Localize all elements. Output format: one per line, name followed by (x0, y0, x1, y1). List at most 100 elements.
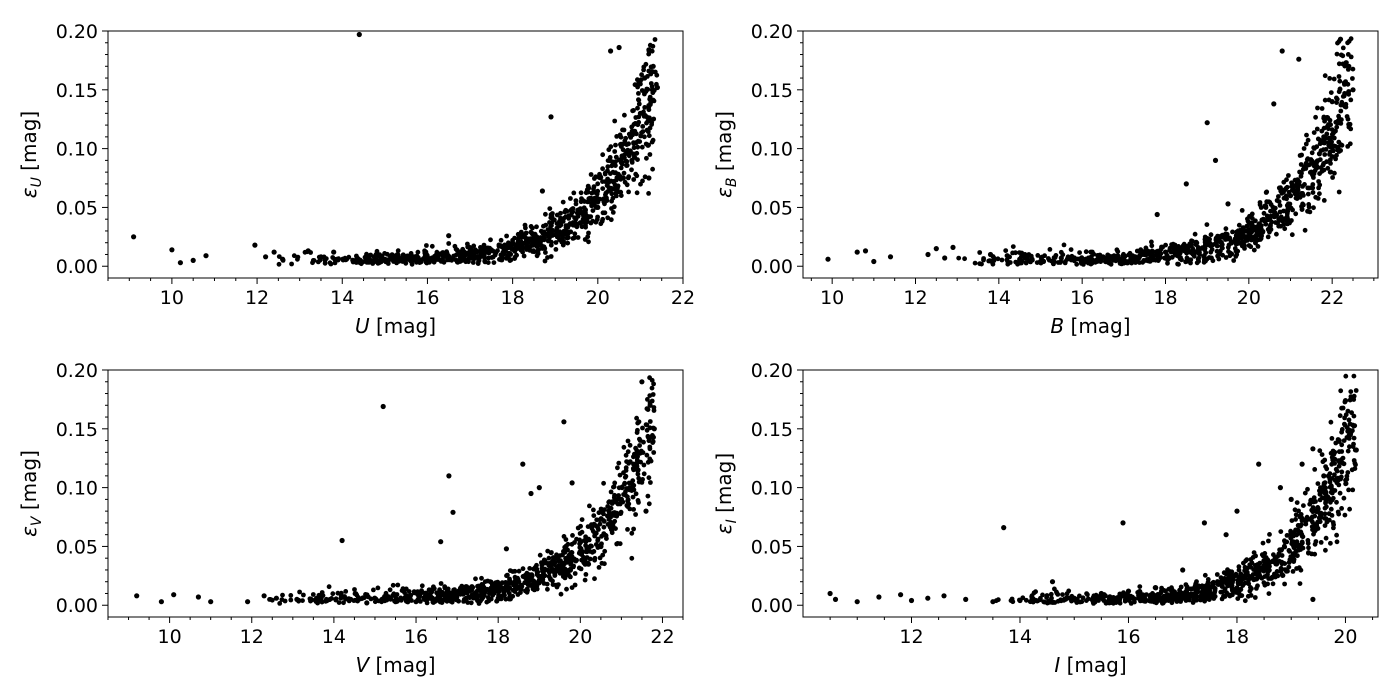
data-point (618, 176, 624, 182)
data-point (1260, 553, 1266, 559)
y-tick-label: 0.05 (751, 197, 793, 219)
data-point (1212, 241, 1218, 247)
data-point (1279, 48, 1285, 54)
data-point (348, 596, 354, 602)
data-point (1115, 249, 1121, 255)
data-point (301, 592, 306, 598)
data-point (641, 471, 647, 477)
data-point (1299, 461, 1305, 467)
data-point (591, 513, 597, 518)
data-point (565, 240, 571, 246)
data-point (1255, 244, 1261, 249)
data-point (1296, 547, 1301, 553)
data-point (510, 237, 515, 243)
data-point (636, 97, 642, 103)
data-point (1230, 229, 1235, 235)
data-point (177, 260, 183, 266)
data-point (598, 221, 604, 227)
data-point (1247, 588, 1253, 594)
data-point (1149, 239, 1154, 245)
data-point (1324, 159, 1329, 165)
data-point (977, 250, 983, 255)
data-point (552, 572, 558, 578)
data-point (407, 596, 413, 602)
data-point (1322, 97, 1328, 103)
data-point (1243, 234, 1249, 239)
data-point (507, 576, 512, 582)
data-point (1248, 593, 1254, 598)
data-point (1328, 499, 1333, 505)
data-point (1336, 463, 1342, 469)
data-point (1270, 581, 1276, 587)
data-point (580, 219, 586, 225)
data-point (470, 260, 476, 265)
data-point (1334, 468, 1340, 474)
data-point (617, 501, 623, 507)
data-point (1237, 233, 1243, 238)
data-point (1334, 124, 1340, 130)
data-point (1312, 551, 1318, 557)
x-tick-label: 18 (1225, 626, 1249, 648)
data-point (588, 220, 594, 226)
data-point (1088, 261, 1094, 267)
data-point (1315, 519, 1320, 525)
data-point (541, 237, 547, 243)
data-point (1225, 567, 1230, 573)
data-point (131, 234, 137, 240)
data-point (1350, 76, 1355, 81)
data-point (609, 206, 614, 211)
data-point (453, 597, 459, 603)
data-point (589, 524, 595, 529)
data-point (1064, 591, 1070, 596)
data-point (328, 261, 334, 267)
data-point (612, 510, 617, 515)
data-point (596, 565, 602, 570)
data-point (1034, 260, 1040, 265)
data-point (512, 256, 517, 261)
data-point (1311, 130, 1317, 136)
data-point (639, 379, 645, 385)
data-point (430, 595, 436, 601)
data-point (431, 600, 436, 605)
x-tick-label: 16 (1070, 287, 1094, 309)
data-point (1249, 229, 1255, 235)
data-point (315, 600, 320, 606)
data-point (1001, 525, 1007, 531)
data-point (1234, 508, 1240, 514)
data-point (506, 240, 511, 246)
data-point (618, 511, 624, 516)
data-point (1233, 233, 1239, 238)
data-point (1334, 95, 1339, 101)
data-point (648, 480, 653, 485)
data-point (1328, 135, 1333, 141)
data-point (1136, 589, 1142, 595)
data-point (528, 490, 534, 497)
x-tick-label: 12 (245, 287, 269, 309)
data-point (1307, 162, 1313, 167)
data-point (631, 108, 636, 113)
data-point (1284, 214, 1290, 219)
data-point (530, 581, 535, 587)
data-point (595, 545, 601, 550)
data-point (616, 460, 622, 466)
data-point (618, 144, 624, 149)
data-point (1276, 216, 1281, 222)
data-point (635, 144, 641, 150)
data-point (641, 112, 647, 118)
data-point (573, 223, 579, 229)
data-point (352, 587, 357, 592)
data-point (579, 517, 585, 522)
data-point (1235, 237, 1241, 243)
data-point (1120, 520, 1126, 526)
data-point (592, 176, 597, 181)
data-point (1303, 141, 1309, 147)
data-point (1244, 557, 1250, 563)
data-point (566, 222, 572, 228)
data-point (501, 589, 506, 594)
data-point (1223, 532, 1229, 538)
data-point (621, 170, 627, 176)
data-point (550, 578, 555, 584)
data-point (1297, 169, 1302, 175)
x-axis: 10 12 14 16 18 20 22 (107, 278, 695, 309)
data-point (554, 212, 560, 218)
